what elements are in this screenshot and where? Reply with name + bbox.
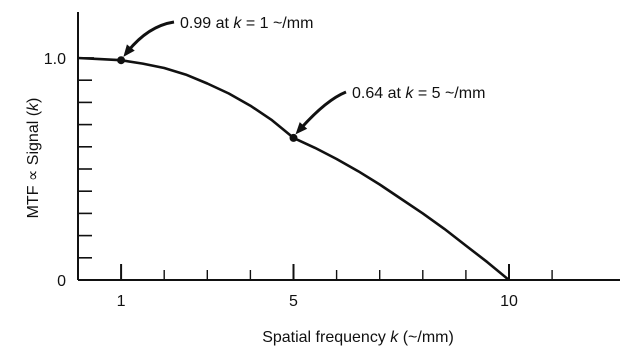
annotation-arrowhead (295, 122, 308, 135)
y-tick-label: 1.0 (44, 51, 66, 68)
x-tick-label: 10 (500, 293, 518, 310)
annotation-point (289, 133, 298, 142)
axes (77, 12, 620, 281)
annotation-arrow (298, 90, 347, 131)
annotation-arrow (125, 20, 175, 54)
x-axis-title: Spatial frequency k (~/mm) (262, 329, 454, 346)
x-tick-label: 1 (117, 293, 126, 310)
annotation-arrowhead (123, 44, 135, 57)
annotation-label: 0.99 at k = 1 ~/mm (180, 15, 313, 32)
axis-labels: 1 5 10 0 1.0 Spatial frequency k (~/mm) MTF ∝ … (25, 51, 518, 346)
y-axis-title: MTF ∝ Signal (k) (25, 98, 42, 219)
y-tick-label: 0 (57, 273, 66, 290)
annotations: 0.99 at k = 1 ~/mm 0.64 at k = 5 ~/mm (117, 15, 485, 142)
x-tick-label: 5 (289, 293, 298, 310)
annotation-label: 0.64 at k = 5 ~/mm (352, 85, 485, 102)
annotation-point (117, 56, 126, 65)
